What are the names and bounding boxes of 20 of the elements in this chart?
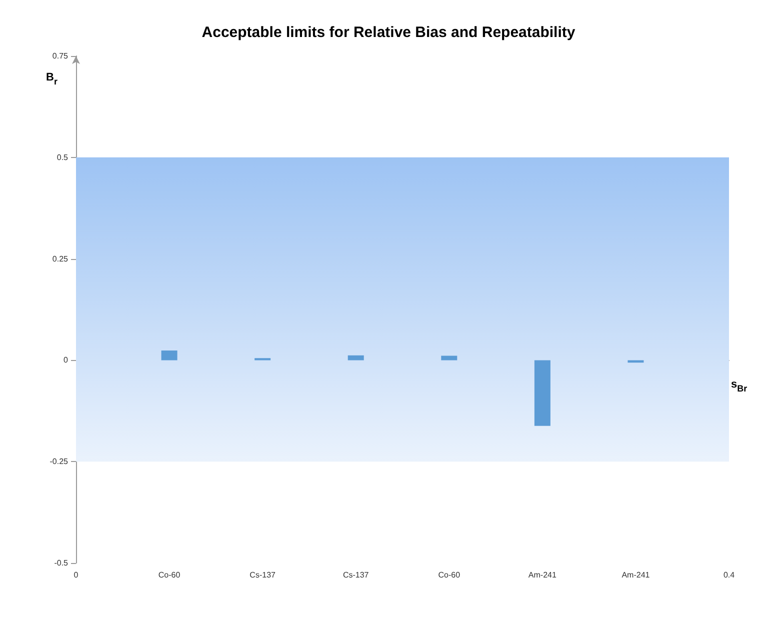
bar [348, 355, 364, 360]
x-tick-label: Co-60 [158, 570, 181, 580]
bar [534, 360, 550, 426]
bar [161, 350, 178, 360]
x-tick-label: Co-60 [438, 570, 461, 580]
x-tick-label: 0.4 [723, 570, 736, 580]
bar [628, 360, 644, 363]
x-tick-label: Cs-137 [342, 570, 370, 580]
y-tick-label: 0 [64, 356, 69, 365]
x-tick-label: Am-241 [528, 570, 557, 580]
x-tick-label: Cs-137 [250, 570, 276, 580]
y-tick-label: -0.25 [50, 457, 69, 466]
bar [441, 356, 458, 360]
y-tick-label: 0.75 [52, 52, 69, 60]
x-tick-label: 0 [74, 570, 79, 580]
x-tick-label: Am-241 [622, 570, 650, 580]
chart-title: Acceptable limits for Relative Bias and Repeatability [202, 24, 576, 41]
y-tick-label: -0.5 [54, 558, 69, 568]
y-tick-label: 0.5 [56, 152, 69, 162]
y-tick-label: 0.25 [52, 254, 69, 264]
